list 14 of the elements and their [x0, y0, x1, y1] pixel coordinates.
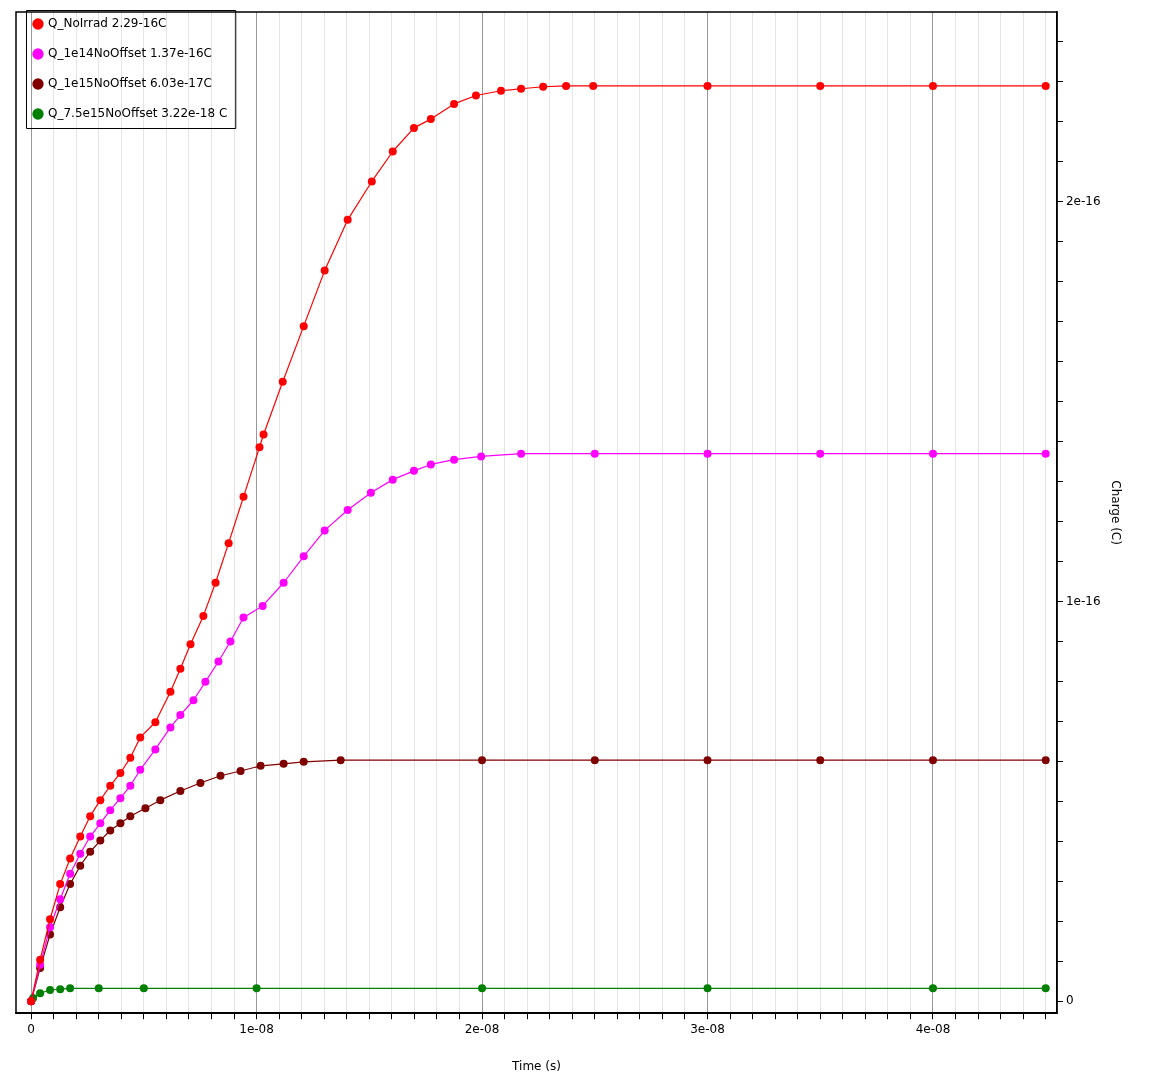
x-tick-label: 4e-08 [915, 1021, 951, 1036]
legend-label: Q_NoIrrad 2.29-16C [48, 16, 167, 31]
x-tick-label: 2e-08 [464, 1021, 500, 1036]
x-axis-title: Time (s) [511, 1058, 561, 1073]
x-tick-label: 0 [27, 1021, 35, 1036]
legend-label: Q_1e14NoOffset 1.37e-16C [48, 46, 212, 61]
legend-label: Q_7.5e15NoOffset 3.22e-18 C [48, 106, 228, 121]
y-axis-title: Charge (C) [1108, 480, 1123, 545]
x-tick-label: 3e-08 [690, 1021, 725, 1036]
y-tick-label: 0 [1065, 993, 1074, 1008]
legend-label: Q_1e15NoOffset 6.03e-17C [48, 76, 212, 91]
y-tick-label: 1e-16 [1065, 593, 1101, 608]
y-tick-label: 2e-16 [1065, 193, 1101, 208]
x-tick-label: 1e-08 [239, 1021, 274, 1036]
